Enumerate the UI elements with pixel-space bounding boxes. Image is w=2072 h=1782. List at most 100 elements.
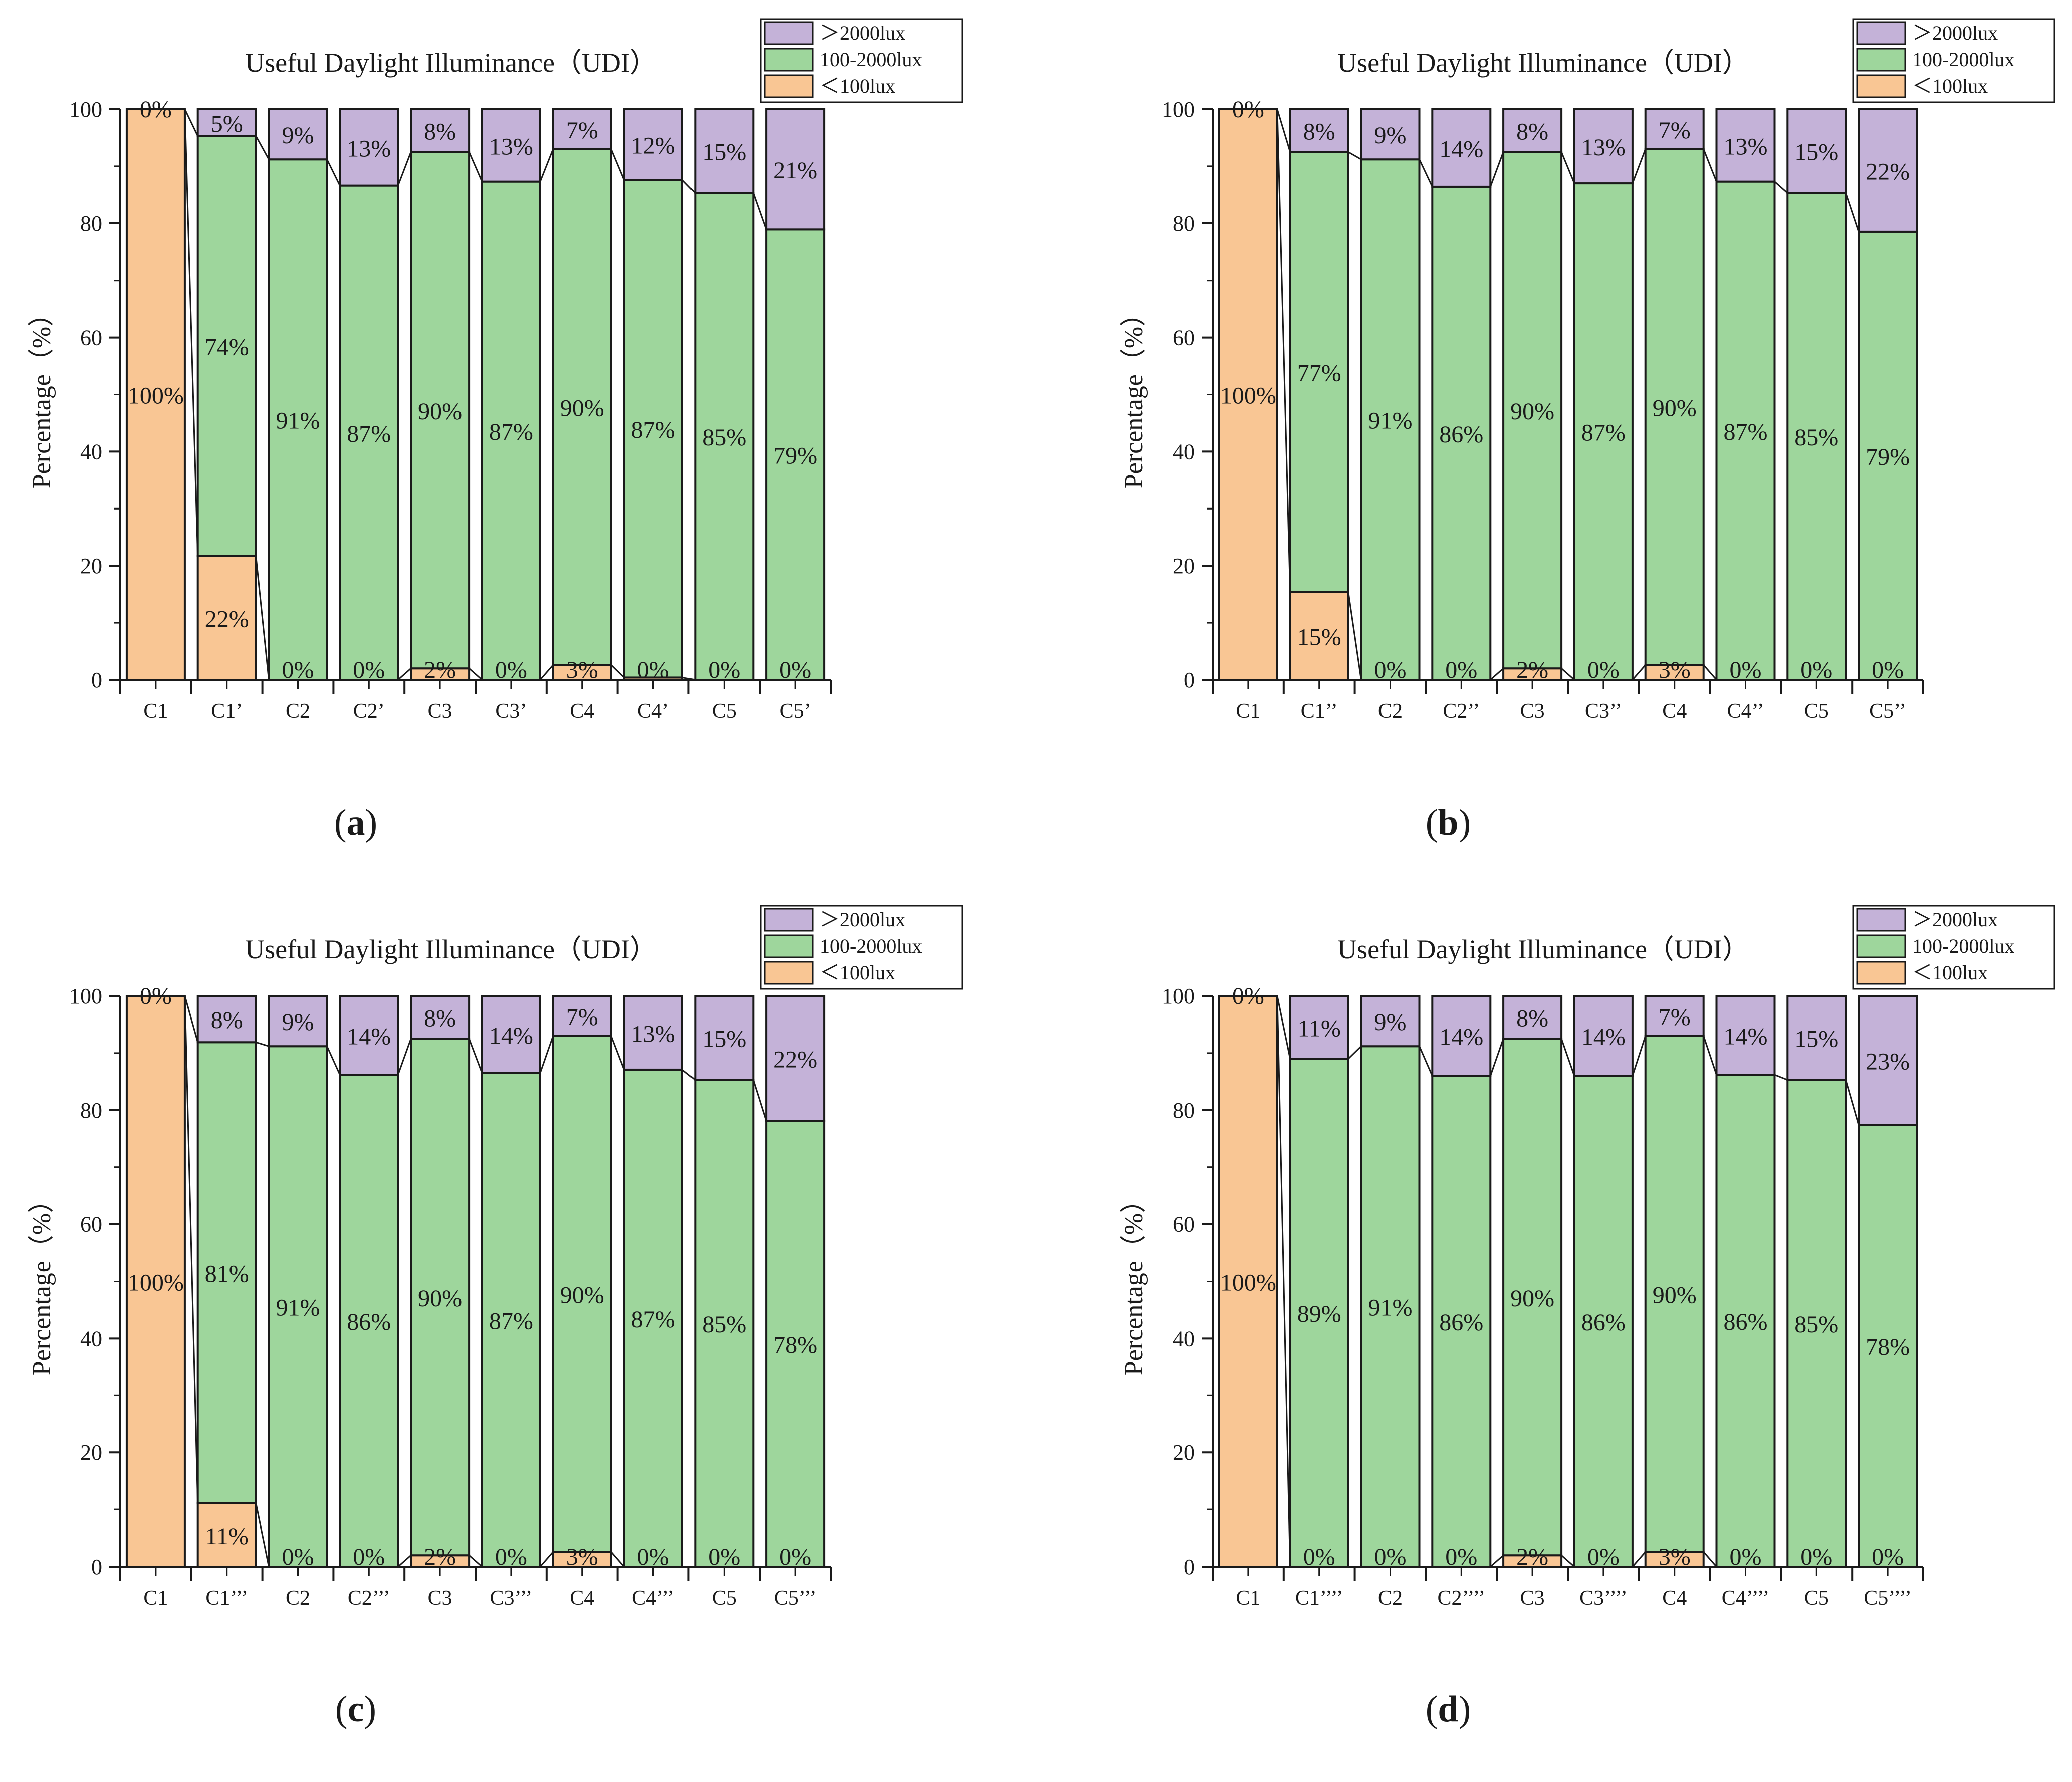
- data-label-low: 100%: [1220, 1269, 1276, 1296]
- panel-caption-a: (a): [334, 802, 378, 843]
- bar-segment-100-2000lux: [1289, 1058, 1349, 1568]
- bar-segment-high-2000lux: [268, 995, 328, 1048]
- x-tick-label: C3’: [495, 700, 527, 723]
- connector-line-high: [255, 135, 270, 160]
- panel-caption-d: (d): [1425, 1689, 1471, 1730]
- bar-segment-high-2000lux: [552, 995, 612, 1037]
- x-tick-label: C5’’’’: [1864, 1587, 1912, 1610]
- data-label-useful: 89%: [1297, 1301, 1341, 1327]
- legend-entry-label: 100-2000lux: [1912, 48, 2014, 71]
- data-label-useful: 87%: [631, 417, 675, 443]
- legend-swatch: [1856, 48, 1906, 72]
- data-label-low: 22%: [205, 606, 249, 632]
- bar-segment-high-2000lux: [339, 995, 399, 1076]
- connector-line-low: [610, 664, 625, 678]
- bar-segment-high-2000lux: [552, 108, 612, 150]
- bar-segment-low-100lux: [125, 108, 186, 681]
- data-label-low: 100%: [1220, 383, 1276, 409]
- data-label-useful: 90%: [560, 1282, 604, 1309]
- data-label-useful: 90%: [418, 398, 462, 425]
- legend-swatch: [1856, 934, 1906, 958]
- bar-segment-100-2000lux: [1858, 1124, 1918, 1568]
- x-tick-label: C4’: [637, 700, 669, 723]
- bar-segment-high-2000lux: [1502, 108, 1563, 153]
- x-tick-label: C4: [570, 1587, 594, 1610]
- bar-segment-high-2000lux: [410, 995, 471, 1040]
- bar-segment-100-2000lux: [410, 151, 471, 670]
- bar-segment-high-2000lux: [1858, 108, 1918, 233]
- x-tick-label: C2: [286, 1587, 310, 1610]
- x-tick-label: C3’’’’: [1579, 1587, 1628, 1610]
- x-tick-label: C3: [428, 1587, 452, 1610]
- bar-segment-high-2000lux: [1360, 108, 1421, 161]
- legend-entry-label: ＜100lux: [820, 961, 895, 984]
- data-label-high: 8%: [211, 1007, 243, 1034]
- panel-letter: a: [346, 802, 365, 843]
- x-tick-label: C1: [1236, 700, 1260, 723]
- data-label-low: 100%: [128, 1269, 184, 1296]
- connector-line-low: [184, 109, 199, 556]
- data-label-high: 22%: [1866, 158, 1910, 185]
- bar-segment-100-2000lux: [1573, 182, 1634, 681]
- bar-segment-high-2000lux: [1502, 995, 1563, 1040]
- x-tick-label: C1: [1236, 1587, 1260, 1610]
- connector-line-low: [397, 1555, 412, 1568]
- connector-line-high: [539, 149, 554, 182]
- connector-line-low: [610, 1551, 625, 1567]
- x-tick-label: C1’’: [1301, 700, 1338, 723]
- bar-segment-100-2000lux: [623, 179, 683, 679]
- bar-segment-100-2000lux: [1431, 1075, 1492, 1568]
- chart-panel-d: Useful Daylight Illuminance（UDI） Percenta…: [1120, 905, 2055, 1610]
- connector-line-high: [1489, 151, 1504, 187]
- legend-entry-label: ＜100lux: [1912, 75, 1988, 97]
- panel-letter: c: [347, 1689, 364, 1730]
- connector-line-low: [1703, 664, 1717, 680]
- x-tick-label: C1’: [211, 700, 243, 723]
- bar-segment-high-2000lux: [339, 108, 399, 187]
- data-label-useful: 85%: [1794, 424, 1838, 451]
- legend-entry-label: ＜100lux: [820, 75, 895, 97]
- data-label-high: 8%: [1303, 119, 1335, 145]
- legend-swatch: [764, 934, 814, 958]
- bar-segment-high-2000lux: [1786, 995, 1847, 1081]
- connector-line-high: [610, 149, 625, 180]
- legend-swatch: [1856, 21, 1906, 45]
- connector-line-high: [1632, 149, 1647, 184]
- bar-segment-low-100lux: [196, 1502, 257, 1568]
- legend-entry-label: ＜100lux: [1912, 961, 1988, 984]
- connector-line-high: [1845, 192, 1860, 232]
- data-label-high: 0%: [1232, 983, 1264, 1009]
- chart-legend: ＞2000lux 100-2000lux ＜100lux: [1852, 18, 2055, 103]
- connector-line-high: [1560, 151, 1575, 184]
- data-label-low: 11%: [205, 1523, 249, 1550]
- data-label-high: 8%: [424, 1005, 456, 1032]
- data-label-high: 12%: [631, 133, 675, 159]
- connector-line-low: [539, 1551, 554, 1567]
- legend-entry-label: ＞2000lux: [820, 22, 905, 44]
- y-tick-label: 0: [91, 668, 102, 692]
- legend-swatch: [1856, 74, 1906, 98]
- data-label-high: 15%: [1794, 1026, 1838, 1053]
- connector-line-high: [1703, 149, 1717, 182]
- bar-segment-high-2000lux: [1715, 995, 1776, 1076]
- data-label-useful: 81%: [205, 1260, 249, 1287]
- data-label-useful: 86%: [347, 1309, 391, 1335]
- data-label-low: 15%: [1297, 624, 1341, 650]
- legend-entry-label: 100-2000lux: [820, 48, 922, 71]
- bar-segment-high-2000lux: [196, 995, 257, 1044]
- y-tick-label: 20: [1173, 1440, 1195, 1465]
- data-label-low: 100%: [128, 383, 184, 409]
- bar-segment-100-2000lux: [1858, 230, 1918, 681]
- y-tick-label: 60: [1173, 326, 1195, 350]
- bar-segment-100-2000lux: [1786, 1079, 1847, 1568]
- y-tick-label: 80: [80, 211, 102, 236]
- bar-segment-high-2000lux: [1573, 995, 1634, 1077]
- bar-segment-low-100lux: [1218, 995, 1278, 1568]
- data-label-high: 14%: [1581, 1024, 1626, 1051]
- data-label-useful: 90%: [1510, 398, 1554, 425]
- x-tick-label: C2’’’’: [1437, 1587, 1485, 1610]
- bar-segment-high-2000lux: [1360, 995, 1421, 1048]
- data-label-useful: 91%: [1368, 1295, 1413, 1321]
- bar-segment-high-2000lux: [1573, 108, 1634, 185]
